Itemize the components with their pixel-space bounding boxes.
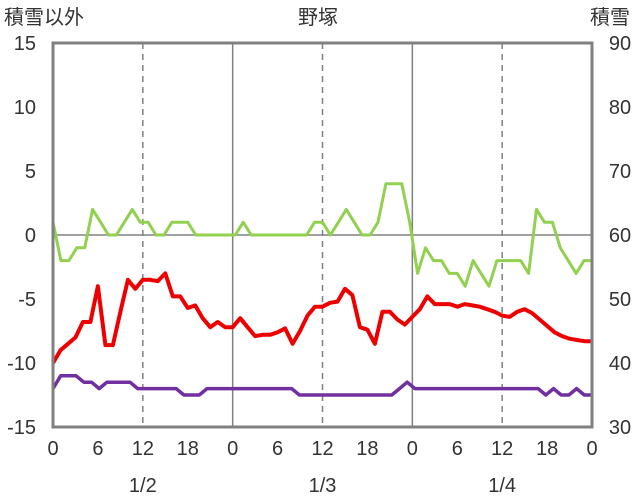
right-tick-label: 30 bbox=[609, 417, 631, 439]
x-tick-label: 12 bbox=[491, 438, 513, 460]
date-label: 1/2 bbox=[129, 475, 157, 497]
date-label: 1/4 bbox=[488, 475, 516, 497]
x-tick-label: 0 bbox=[47, 438, 58, 460]
series-line-1 bbox=[51, 271, 592, 365]
left-tick-label: 5 bbox=[25, 161, 36, 183]
x-tick-label: 12 bbox=[311, 438, 333, 460]
x-tick-label: 18 bbox=[356, 438, 378, 460]
left-tick-label: 15 bbox=[14, 33, 36, 55]
left-tick-label: -15 bbox=[7, 417, 36, 439]
left-tick-label: 10 bbox=[14, 97, 36, 119]
x-tick-label: 6 bbox=[92, 438, 103, 460]
grid bbox=[53, 43, 592, 427]
x-tick-label: 6 bbox=[272, 438, 283, 460]
chart-title: 野塚 bbox=[298, 5, 338, 29]
right-tick-label: 90 bbox=[609, 33, 631, 55]
x-tick-label: 0 bbox=[227, 438, 238, 460]
right-tick-label: 40 bbox=[609, 353, 631, 375]
left-axis-label: 積雪以外 bbox=[4, 5, 84, 29]
left-tick-label: 0 bbox=[25, 225, 36, 247]
series-line-0 bbox=[51, 182, 592, 288]
right-tick-label: 80 bbox=[609, 97, 631, 119]
x-tick-label: 0 bbox=[407, 438, 418, 460]
left-tick-label: -10 bbox=[7, 353, 36, 375]
date-label: 1/3 bbox=[309, 475, 337, 497]
x-tick-label: 12 bbox=[132, 438, 154, 460]
x-tick-label: 18 bbox=[536, 438, 558, 460]
plot-frame bbox=[51, 41, 594, 429]
right-tick-label: 70 bbox=[609, 161, 631, 183]
x-tick-label: 0 bbox=[586, 438, 597, 460]
left-tick-label: -5 bbox=[18, 289, 36, 311]
right-tick-label: 50 bbox=[609, 289, 631, 311]
right-tick-label: 60 bbox=[609, 225, 631, 247]
series-group bbox=[51, 182, 592, 397]
x-tick-label: 18 bbox=[177, 438, 199, 460]
series-line-2 bbox=[51, 374, 592, 397]
x-tick-label: 6 bbox=[452, 438, 463, 460]
right-axis-label: 積雪 bbox=[590, 5, 630, 29]
